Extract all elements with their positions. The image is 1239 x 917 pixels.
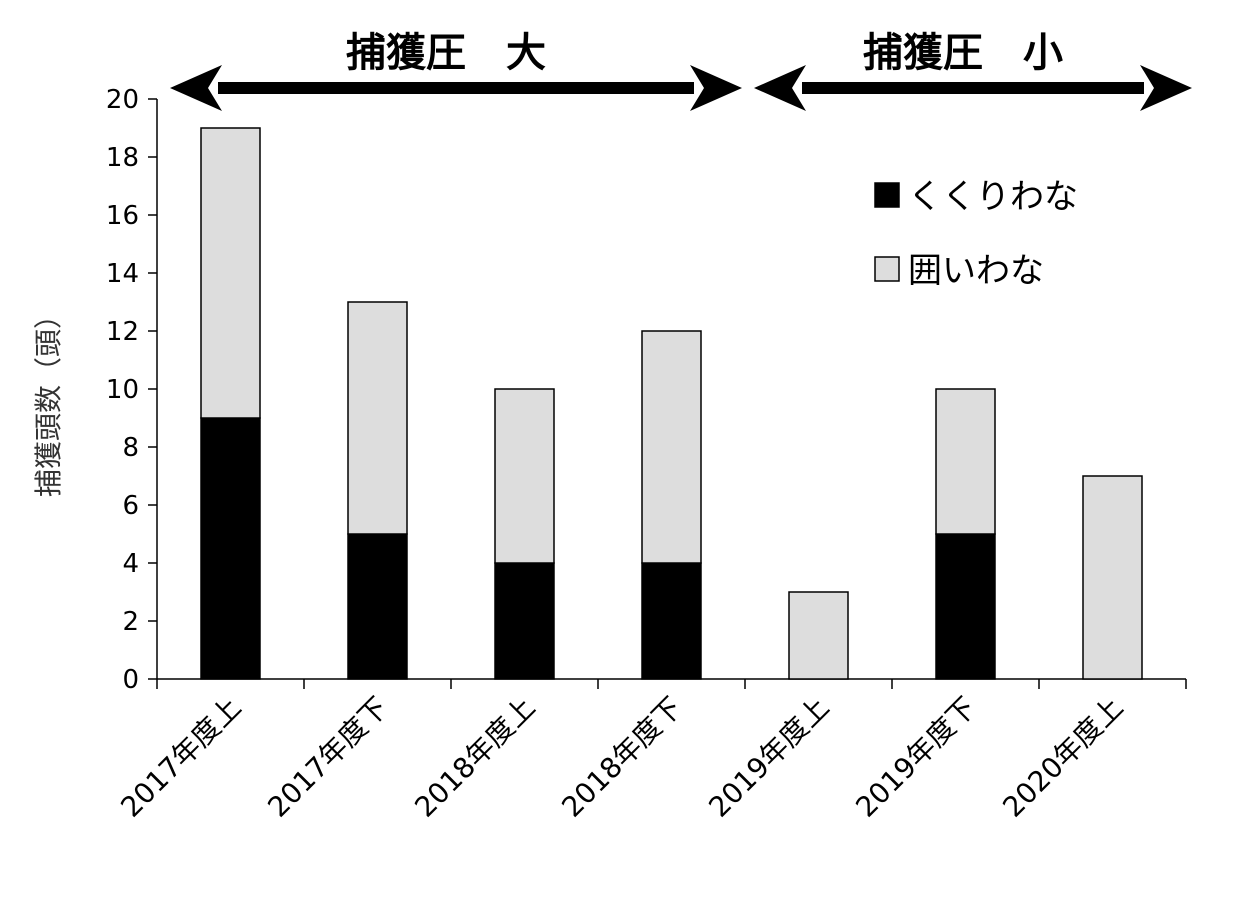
capture-pressure-title: 捕獲圧 大 — [346, 30, 546, 76]
bar-segment-enclosure — [1082, 475, 1143, 680]
arrow-head-right — [1140, 65, 1192, 111]
arrow-head-left — [170, 65, 222, 111]
bar-segment-enclosure — [494, 388, 555, 564]
y-tick-label: 14 — [106, 259, 139, 289]
y-tick-label: 0 — [122, 665, 139, 695]
legend-swatch — [874, 182, 900, 208]
bar-segment-enclosure — [200, 127, 261, 419]
bar-segment-enclosure — [347, 301, 408, 535]
category-label: 2018年度下 — [555, 691, 688, 824]
bar-segment-enclosure — [641, 330, 702, 564]
y-tick-label: 16 — [106, 201, 139, 231]
y-tick-label: 2 — [122, 607, 139, 637]
category-label: 2017年度上 — [114, 691, 247, 824]
arrow-head-right — [690, 65, 742, 111]
category-label: 2020年度上 — [996, 691, 1129, 824]
y-tick-label: 8 — [122, 433, 139, 463]
category-label: 2017年度下 — [261, 691, 394, 824]
y-tick-label: 6 — [122, 491, 139, 521]
capture-pressure-title: 捕獲圧 小 — [863, 30, 1063, 76]
y-tick-label: 20 — [106, 85, 139, 115]
y-tick-label: 10 — [106, 375, 139, 405]
legend-label: 囲いわな — [908, 251, 1044, 291]
y-tick-label: 18 — [106, 143, 139, 173]
bar-segment-snare — [347, 533, 408, 680]
arrow-head-left — [754, 65, 806, 111]
bar-segment-snare — [200, 417, 261, 680]
bar-segment-snare — [641, 562, 702, 680]
capture-pressure-annotations: 捕獲圧 大 捕獲圧 小 — [170, 30, 1192, 111]
category-label: 2019年度上 — [702, 691, 835, 824]
y-axis-title: 捕獲頭数（頭） — [32, 301, 65, 497]
category-label: 2019年度下 — [849, 691, 982, 824]
legend-swatch — [874, 256, 900, 282]
bar-segment-snare — [494, 562, 555, 680]
bar-segment-enclosure — [935, 388, 996, 535]
y-tick-label: 4 — [122, 549, 139, 579]
category-label: 2018年度上 — [408, 691, 541, 824]
bars — [200, 127, 1143, 680]
legend-label: くくりわな — [908, 177, 1078, 217]
y-tick-label: 12 — [106, 317, 139, 347]
bar-segment-snare — [935, 533, 996, 680]
bar-segment-enclosure — [788, 591, 849, 680]
